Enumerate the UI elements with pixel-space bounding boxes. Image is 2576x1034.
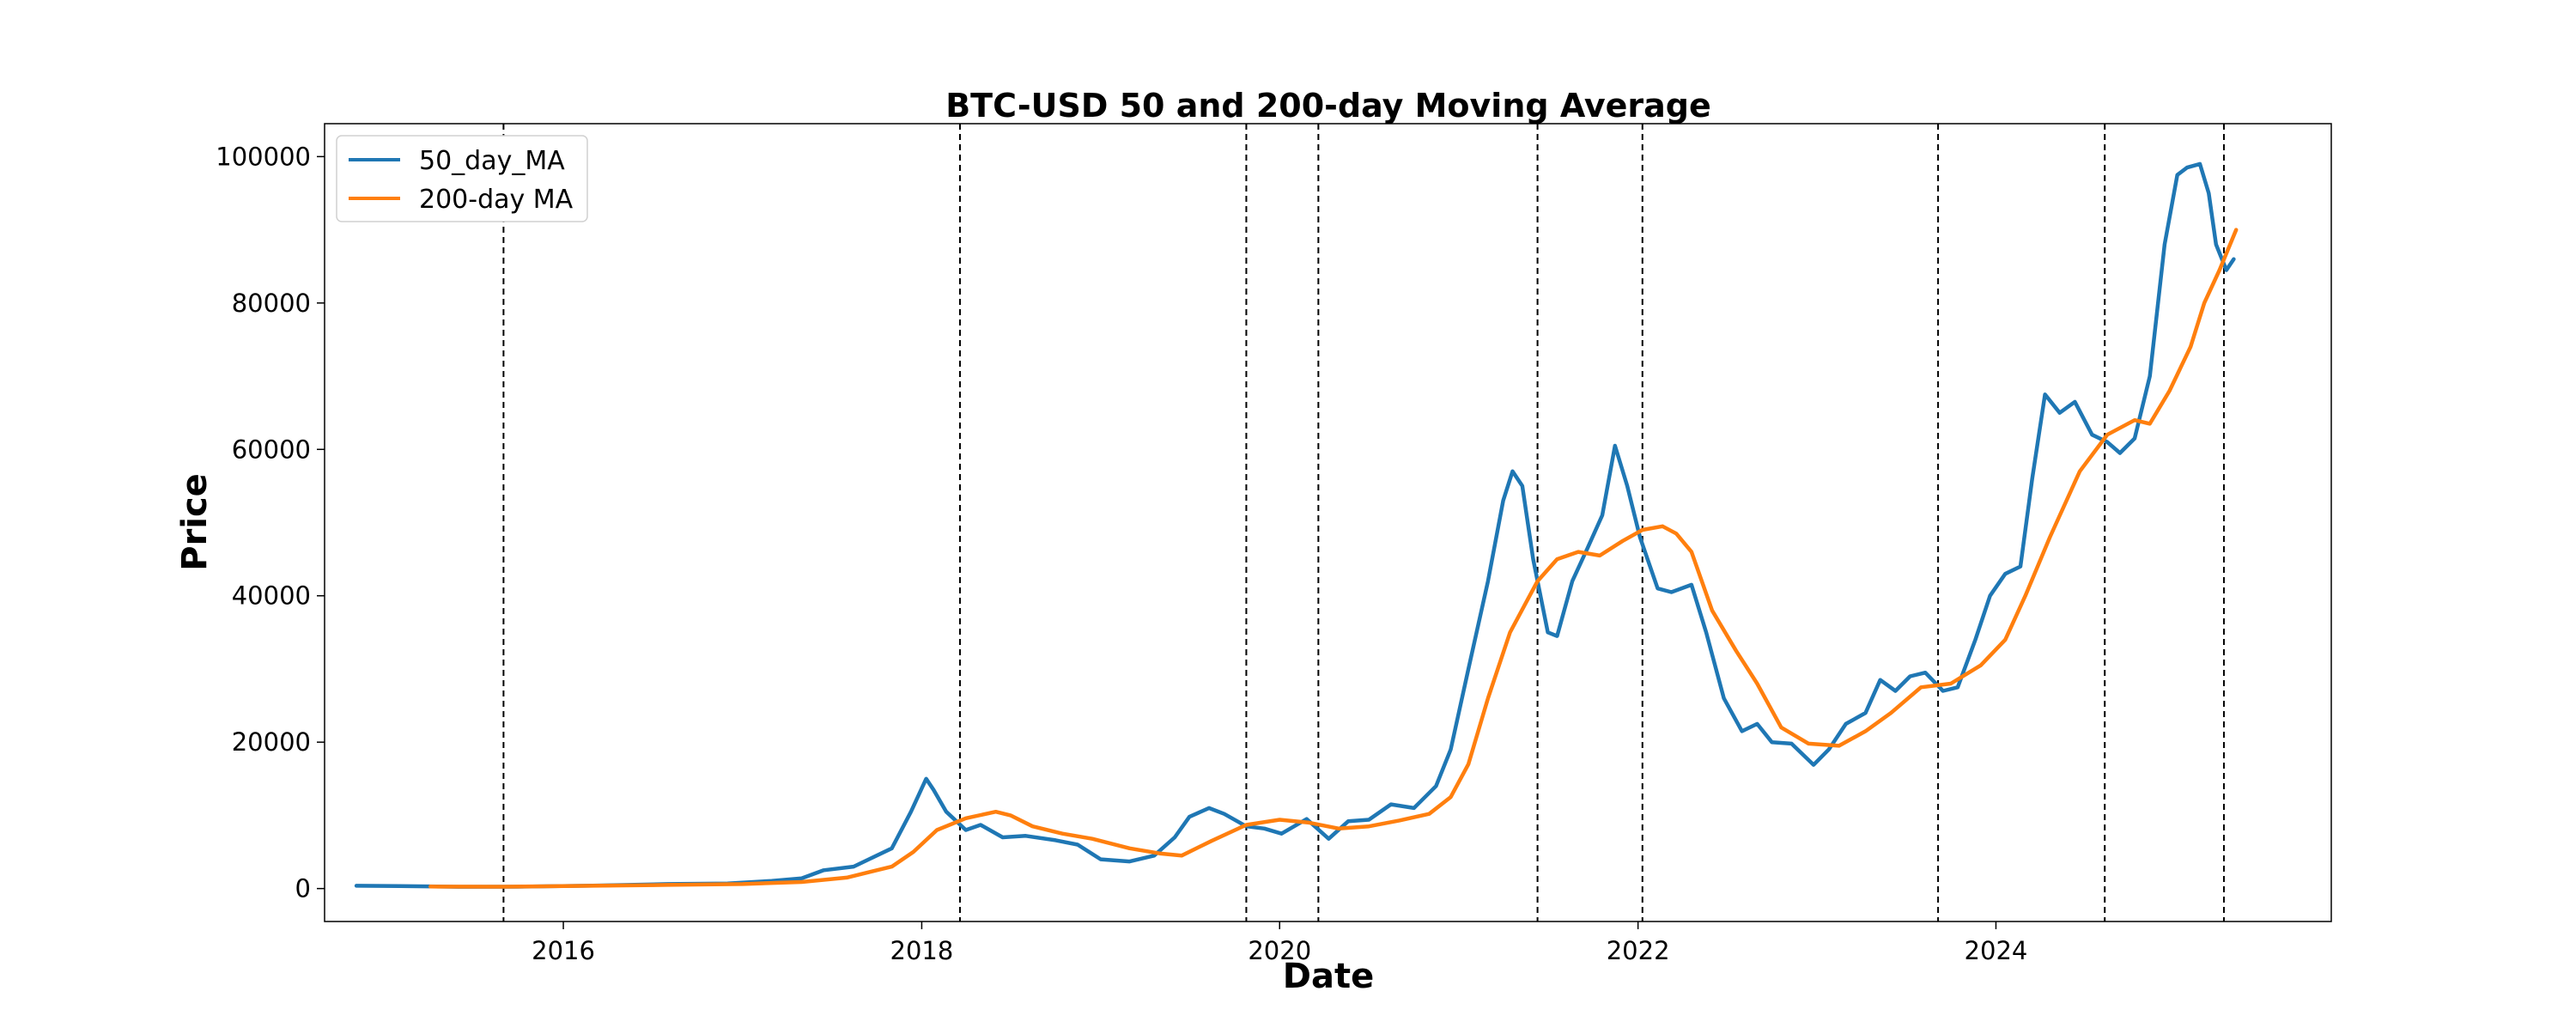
legend-label-200-day: 200-day MA: [419, 185, 574, 215]
legend: 50_day_MA 200-day MA: [336, 135, 588, 222]
legend-label-50-day: 50_day_MA: [419, 146, 565, 176]
y-tick-label: 80000: [232, 289, 311, 318]
chart-title: BTC-USD 50 and 200-day Moving Average: [945, 87, 1711, 125]
series-line-50-day-ma: [354, 161, 2236, 889]
y-axis-label: Price: [175, 473, 215, 571]
x-tick-label: 2016: [532, 936, 595, 965]
x-tick-label: 2024: [1965, 936, 2028, 965]
x-tick-label: 2020: [1248, 936, 1311, 965]
plot-frame: [324, 123, 2332, 922]
series-line-200-day-ma: [428, 228, 2239, 889]
y-tick-label: 100000: [216, 142, 311, 171]
x-tick-label: 2022: [1607, 936, 1670, 965]
y-tick-label: 20000: [232, 727, 311, 757]
x-tick-label: 2018: [890, 936, 954, 965]
x-axis-label: Date: [1283, 957, 1374, 996]
y-tick-label: 40000: [232, 581, 311, 611]
y-tick-label: 60000: [232, 435, 311, 464]
y-tick-label: 0: [295, 874, 311, 903]
